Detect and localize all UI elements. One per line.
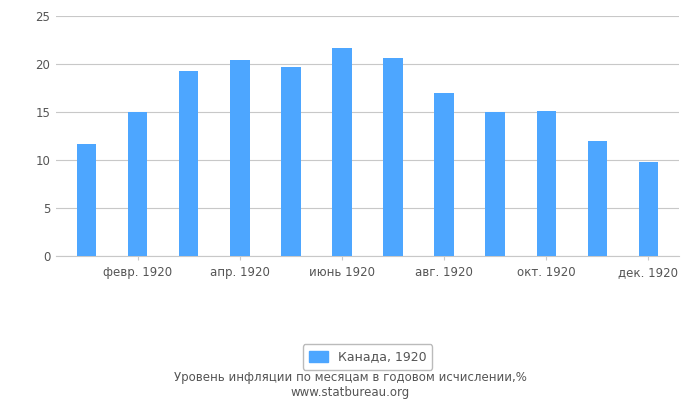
- Text: Уровень инфляции по месяцам в годовом исчислении,%: Уровень инфляции по месяцам в годовом ис…: [174, 372, 526, 384]
- Bar: [179, 71, 199, 256]
- Bar: [281, 67, 300, 256]
- Text: www.statbureau.org: www.statbureau.org: [290, 386, 410, 399]
- Bar: [486, 112, 505, 256]
- Bar: [536, 111, 556, 256]
- Bar: [384, 58, 402, 256]
- Bar: [638, 162, 658, 256]
- Bar: [77, 144, 97, 256]
- Bar: [435, 93, 454, 256]
- Bar: [587, 141, 607, 256]
- Bar: [230, 60, 249, 256]
- Bar: [128, 112, 148, 256]
- Legend: Канада, 1920: Канада, 1920: [302, 344, 433, 370]
- Bar: [332, 48, 351, 256]
